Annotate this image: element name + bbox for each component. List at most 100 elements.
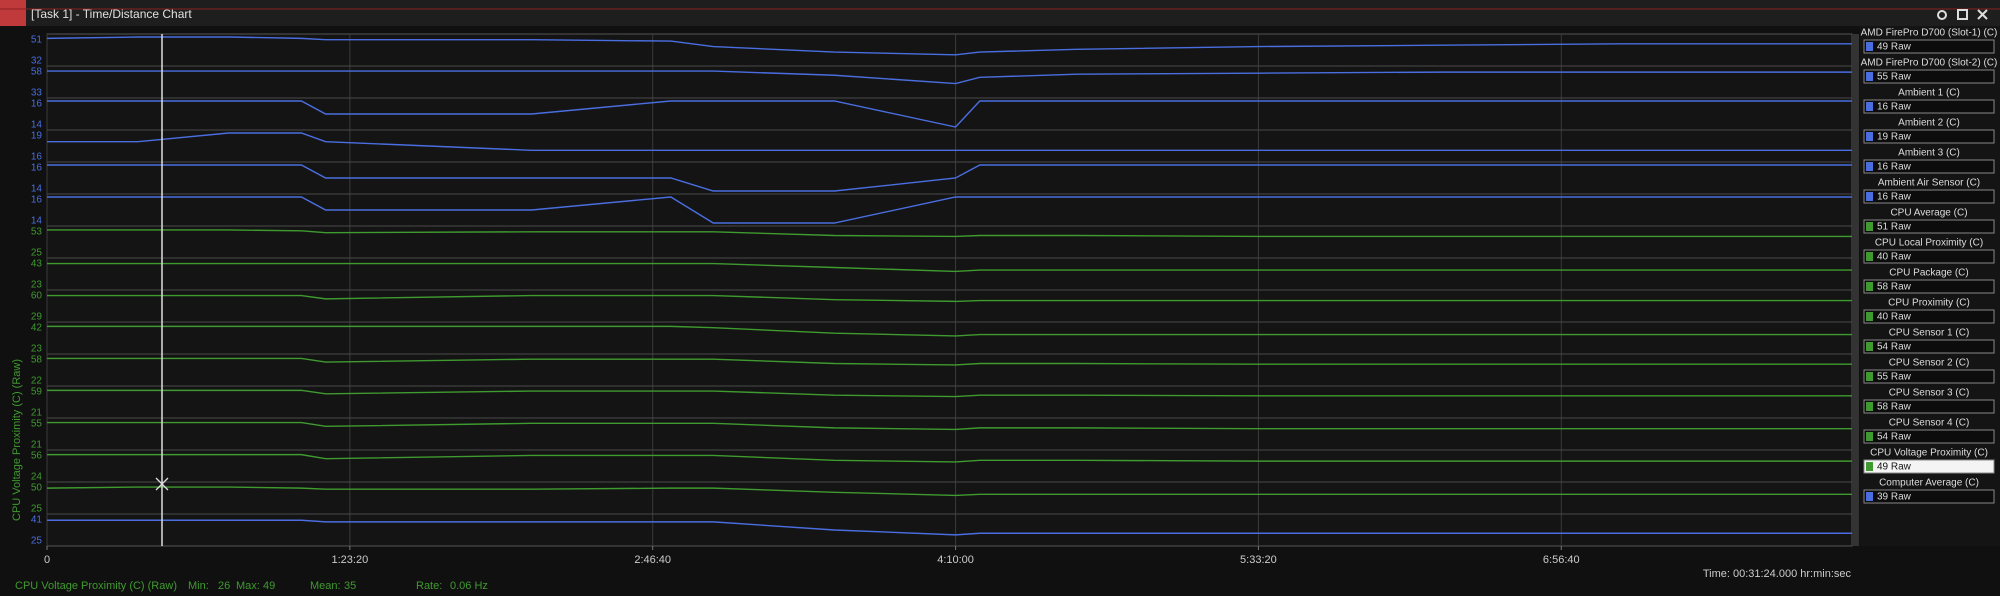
status-series: CPU Voltage Proximity (C) (Raw) — [15, 580, 177, 592]
series-line — [47, 421, 1852, 431]
sensor-entry[interactable]: 49 Raw — [1863, 39, 1995, 54]
strip-min-label: 33 — [31, 88, 43, 99]
strip-max-label: 16 — [31, 195, 43, 206]
strip-min-label: 25 — [31, 248, 43, 259]
sensor-reading: 16 Raw — [1877, 162, 1912, 173]
sensor-entry[interactable]: 40 Raw — [1863, 309, 1995, 324]
strip-max-label: 19 — [31, 131, 43, 142]
sensor-reading: 54 Raw — [1877, 432, 1912, 443]
series-line — [47, 196, 1852, 224]
strip-min-label: 22 — [31, 376, 43, 387]
sensor-box — [1863, 99, 1995, 114]
window-controls[interactable] — [1937, 9, 1988, 20]
sensor-swatch — [1866, 102, 1873, 111]
sensor-entry[interactable]: 49 Raw — [1863, 459, 1995, 474]
status-min: 26 — [218, 580, 230, 592]
sensor-reading: 55 Raw — [1877, 72, 1912, 83]
status-rate-label: Rate: — [416, 580, 442, 592]
sensor-entry[interactable]: 16 Raw — [1863, 159, 1995, 174]
sensor-entry[interactable]: 58 Raw — [1863, 399, 1995, 414]
sensor-swatch — [1866, 192, 1873, 201]
sensor-entry[interactable]: 16 Raw — [1863, 99, 1995, 114]
sensor-reading: 39 Raw — [1877, 492, 1912, 503]
sensor-box — [1863, 399, 1995, 414]
sensor-box — [1863, 129, 1995, 144]
series-line — [47, 519, 1852, 536]
sensor-entry[interactable]: 51 Raw — [1863, 219, 1995, 234]
strip-min-label: 14 — [31, 216, 43, 227]
status-min-label: Min: — [188, 580, 209, 592]
close-button[interactable] — [1977, 9, 1988, 20]
status-bar: CPU Voltage Proximity (C) (Raw) Min: 26 … — [15, 568, 1851, 592]
sensor-name: Ambient Air Sensor (C) — [1878, 178, 1980, 189]
sensor-swatch — [1866, 72, 1873, 81]
series-line — [47, 70, 1852, 85]
series-line — [47, 389, 1852, 398]
sensor-name: CPU Sensor 1 (C) — [1889, 328, 1970, 339]
sensor-name: CPU Average (C) — [1890, 208, 1967, 219]
sensor-name: CPU Local Proximity (C) — [1875, 238, 1983, 249]
sensor-entry[interactable]: 55 Raw — [1863, 369, 1995, 384]
settings-button[interactable] — [1937, 10, 1947, 20]
sensor-box — [1863, 189, 1995, 204]
maximize-button[interactable] — [1957, 9, 1968, 20]
strip-max-label: 41 — [31, 515, 43, 526]
sensor-name: Ambient 1 (C) — [1898, 88, 1960, 99]
strip-min-label: 25 — [31, 536, 43, 547]
strip-max-label: 60 — [31, 291, 43, 302]
series-line — [47, 453, 1852, 463]
sensor-entry[interactable]: 39 Raw — [1863, 489, 1995, 504]
sensor-box — [1863, 69, 1995, 84]
x-tick-label: 1:23:20 — [332, 554, 369, 566]
sensor-swatch — [1866, 492, 1873, 501]
status-time: Time: 00:31:24.000 hr:min:sec — [1703, 568, 1852, 580]
sensor-entry[interactable]: 16 Raw — [1863, 189, 1995, 204]
sensor-reading: 58 Raw — [1877, 402, 1912, 413]
sensor-entry[interactable]: 55 Raw — [1863, 69, 1995, 84]
sensor-reading: 49 Raw — [1877, 462, 1912, 473]
sensor-swatch — [1866, 312, 1873, 321]
title-bar — [0, 0, 2000, 26]
window-title: [Task 1] - Time/Distance Chart — [31, 7, 192, 21]
strip-max-label: 16 — [31, 163, 43, 174]
sensor-name: CPU Sensor 3 (C) — [1889, 388, 1970, 399]
strip-min-label: 14 — [31, 120, 43, 131]
sensor-entry[interactable]: 40 Raw — [1863, 249, 1995, 264]
sensor-entry[interactable]: 54 Raw — [1863, 339, 1995, 354]
sensor-name: CPU Proximity (C) — [1888, 298, 1970, 309]
sensor-entry[interactable]: 54 Raw — [1863, 429, 1995, 444]
y-axis-label: CPU Voltage Proximity (C) (Raw) — [11, 359, 23, 521]
series-line — [47, 325, 1852, 337]
sensor-reading: 51 Raw — [1877, 222, 1912, 233]
sensor-reading: 49 Raw — [1877, 42, 1912, 53]
sensor-swatch — [1866, 402, 1873, 411]
sensor-entry[interactable]: 19 Raw — [1863, 129, 1995, 144]
x-tick-label: 0 — [44, 554, 50, 566]
sensor-box — [1863, 159, 1995, 174]
series-line — [47, 262, 1852, 273]
sensor-name: Computer Average (C) — [1879, 478, 1979, 489]
sensor-reading: 19 Raw — [1877, 132, 1912, 143]
sensor-swatch — [1866, 282, 1873, 291]
x-tick-label: 5:33:20 — [1240, 554, 1277, 566]
sensor-box — [1863, 339, 1995, 354]
sensor-name: CPU Sensor 4 (C) — [1889, 418, 1970, 429]
strip-max-label: 43 — [31, 259, 43, 270]
strip-min-label: 32 — [31, 56, 43, 67]
series-line — [46, 36, 1852, 56]
series-line — [47, 100, 1852, 128]
series-line — [47, 229, 1852, 238]
sensor-entry[interactable]: 58 Raw — [1863, 279, 1995, 294]
strip-min-label: 23 — [31, 280, 43, 291]
series-line — [47, 294, 1852, 303]
sensor-box — [1863, 219, 1995, 234]
sensor-reading: 40 Raw — [1877, 252, 1912, 263]
sensor-reading: 16 Raw — [1877, 192, 1912, 203]
sensor-box — [1863, 309, 1995, 324]
x-tick-label: 2:46:40 — [634, 554, 671, 566]
strip-max-label: 50 — [31, 483, 43, 494]
sensor-name: AMD FirePro D700 (Slot-1) (C) — [1861, 28, 1998, 39]
sensor-box — [1863, 249, 1995, 264]
